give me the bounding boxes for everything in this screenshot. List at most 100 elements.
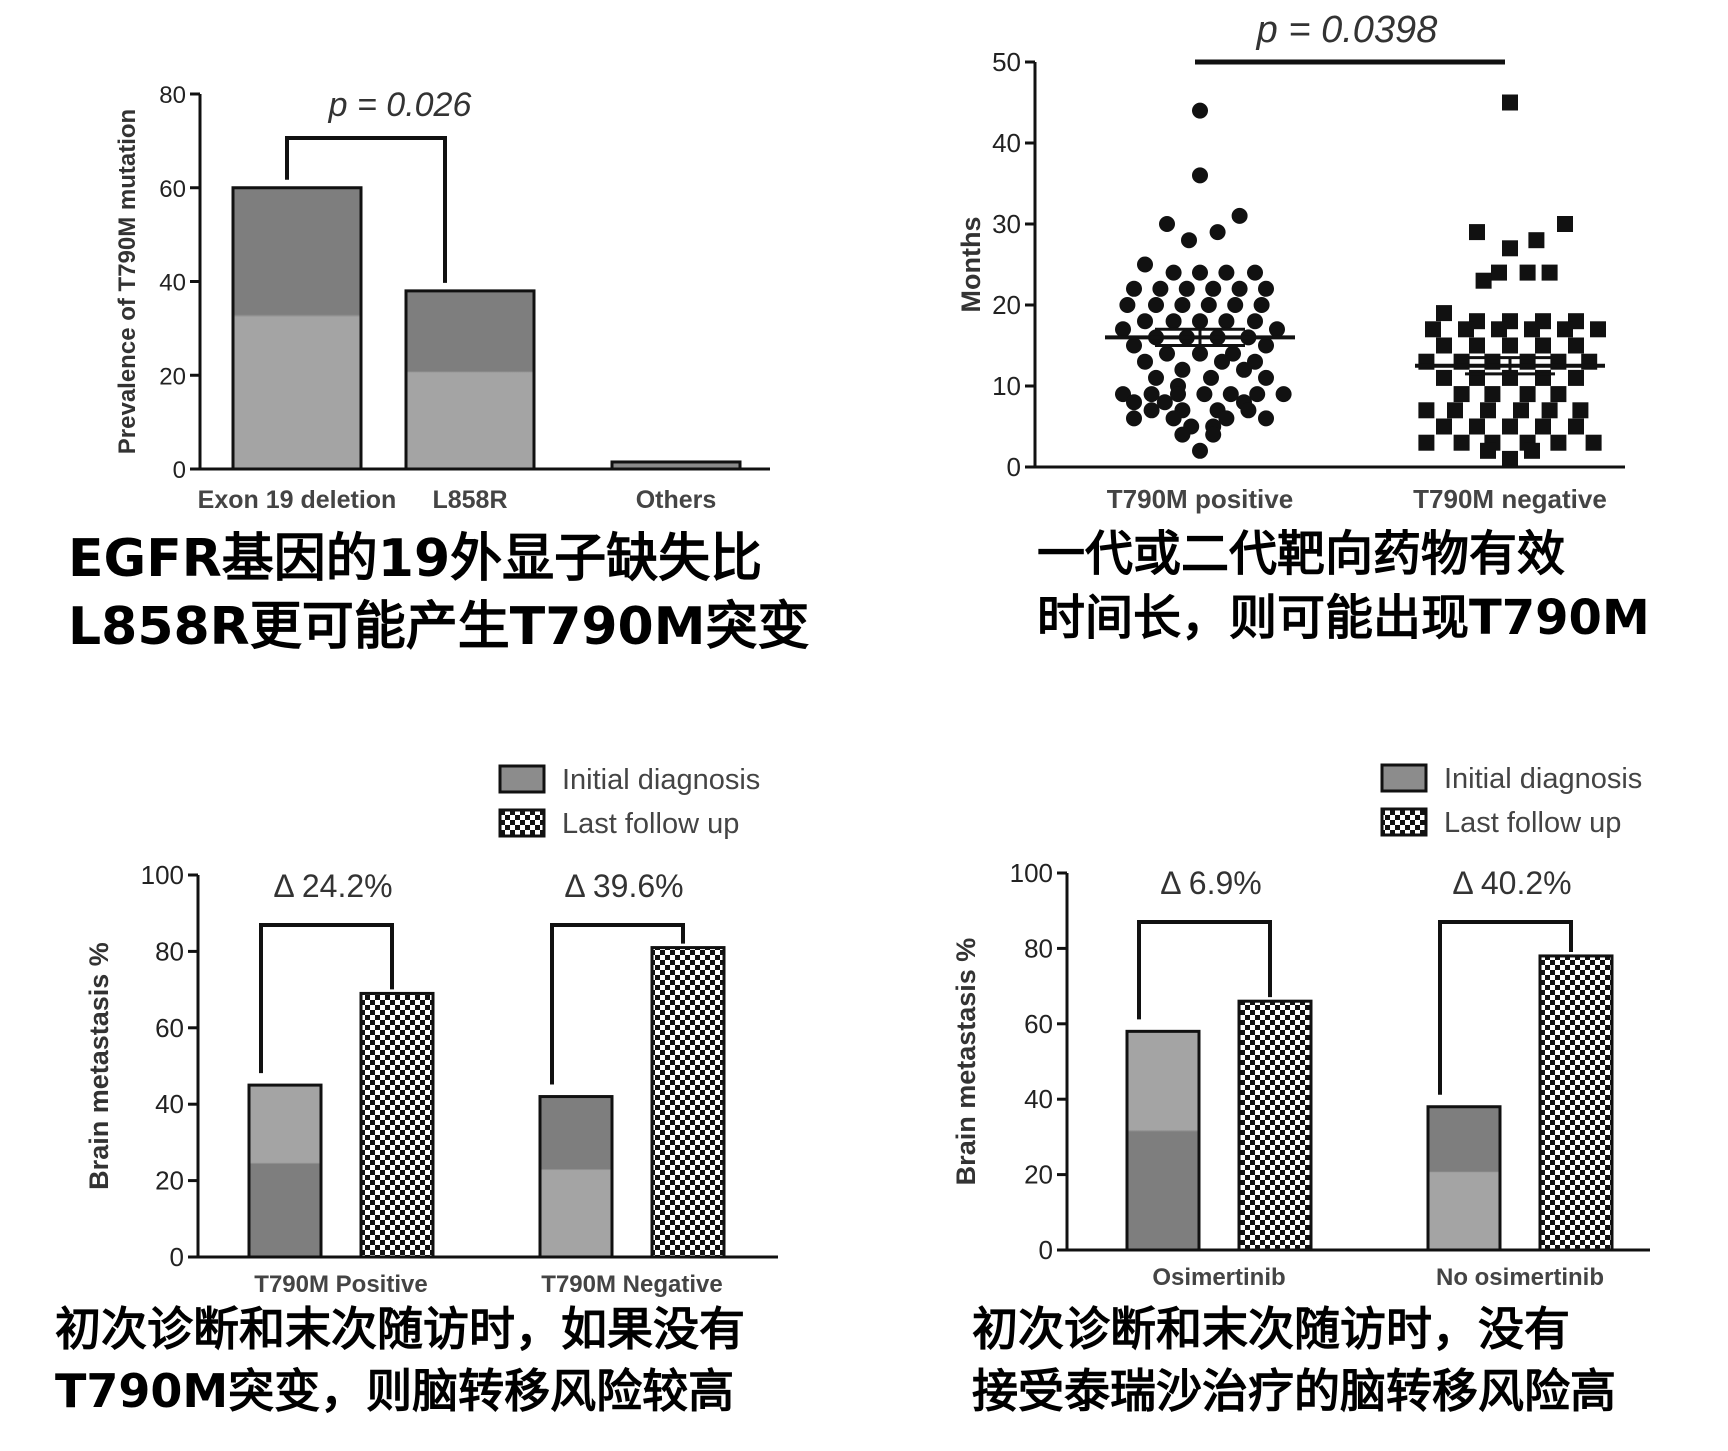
- panel-c-bar-initial-0: [247, 1083, 323, 1259]
- panel-d-y-tick-label: 100: [1010, 858, 1053, 888]
- panel-b-point-positive: [1258, 410, 1274, 427]
- panel-b-point-positive: [1170, 386, 1186, 403]
- panel-a-y-tick-label: 20: [159, 363, 186, 390]
- panel-b-point-negative: [1535, 337, 1551, 354]
- panel-b-point-positive: [1258, 280, 1274, 297]
- panel-b-caption-line-2: 时间长，则可能出现T790M: [1037, 590, 1650, 646]
- panel-d-legend-label-0: Initial diagnosis: [1444, 763, 1642, 795]
- panel-d-y-tick-label: 40: [1024, 1084, 1053, 1114]
- panel-d-legend-label-1: Last follow up: [1444, 807, 1621, 839]
- panel-b-point-positive: [1227, 297, 1244, 313]
- panel-a-bar-1: [404, 289, 536, 471]
- panel-b-point-positive: [1196, 386, 1213, 403]
- panel-c-y-tick-label: 80: [155, 936, 184, 966]
- panel-b-point-negative: [1469, 418, 1485, 435]
- panel-b-point-negative: [1491, 321, 1507, 338]
- panel-b-point-positive: [1137, 353, 1153, 370]
- panel-b-point-positive: [1231, 207, 1248, 224]
- panel-b-y-tick-label: 20: [992, 290, 1021, 320]
- panel-c-y-tick-label: 20: [155, 1166, 184, 1196]
- panel-a-x-tick-label: Others: [636, 486, 717, 514]
- panel-b-point-positive: [1258, 369, 1274, 386]
- panel-c-legend-label-1: Last follow up: [562, 808, 739, 840]
- panel-b-point-positive: [1258, 337, 1274, 354]
- panel-d-bar-followup-1: [1538, 954, 1614, 1252]
- panel-a-x-tick-label: Exon 19 deletion: [198, 486, 397, 514]
- panel-c-x-tick-label: T790M Negative: [541, 1271, 722, 1298]
- panel-b-point-positive: [1249, 386, 1266, 403]
- panel-c-legend-label-0: Initial diagnosis: [562, 764, 760, 796]
- panel-b-point-negative: [1502, 94, 1518, 111]
- panel-b-point-positive: [1222, 386, 1239, 403]
- panel-b-point-negative: [1447, 402, 1463, 419]
- panel-b-point-negative: [1453, 434, 1470, 451]
- panel-b-point-positive: [1178, 280, 1195, 297]
- panel-d-delta-bracket-1: [1438, 920, 1573, 1095]
- panel-d-caption: 初次诊断和末次随访时，没有 接受泰瑞沙治疗的脑转移风险高: [972, 1298, 1616, 1422]
- panel-b-point-negative: [1557, 216, 1573, 232]
- panel-c-bar-followup-0: [359, 991, 435, 1259]
- panel-b-point-negative: [1568, 418, 1584, 435]
- panel-d-bar-initial-0: [1125, 1029, 1201, 1252]
- panel-b-caption: 一代或二代靶向药物有效 时间长，则可能出现T790M: [1037, 522, 1650, 650]
- panel-b-p-value: p = 0.0398: [1256, 9, 1438, 51]
- panel-b-point-negative: [1436, 369, 1452, 386]
- panel-b-point-positive: [1231, 280, 1248, 297]
- panel-d-grouped-bar-chart: 0 20 40 60 80 100 Brain metastasis % Δ 6.9% Osim…: [951, 763, 1650, 1291]
- panel-b-point-positive: [1205, 426, 1222, 443]
- panel-d-y-axis-label: Brain metastasis %: [951, 938, 981, 1186]
- panel-c-legend-swatch-0: [498, 764, 546, 794]
- panel-c-bar-initial-1: [538, 1095, 614, 1259]
- panel-c-delta-bracket-0: [259, 923, 394, 1074]
- panel-b-point-positive: [1165, 313, 1182, 330]
- panel-b-point-negative: [1418, 402, 1435, 419]
- panel-b-point-negative: [1519, 386, 1536, 403]
- panel-a-y-tick-label: 0: [173, 457, 186, 484]
- panel-b-point-negative: [1513, 402, 1529, 419]
- panel-d-x-tick-label: Osimertinib: [1152, 1264, 1285, 1291]
- panel-b-point-positive: [1218, 313, 1235, 330]
- panel-b-point-positive: [1247, 313, 1263, 330]
- panel-a-y-axis-label: Prevalence of T790M mutation: [114, 109, 141, 454]
- panel-d-delta-label-1: Δ 40.2%: [1452, 865, 1571, 901]
- panel-b-x-tick-label: T790M positive: [1107, 484, 1293, 514]
- panel-b-point-positive: [1247, 264, 1263, 281]
- panel-b-point-negative: [1535, 418, 1551, 435]
- panel-c-y-tick-label: 40: [155, 1089, 184, 1119]
- panel-b-point-negative: [1436, 418, 1452, 435]
- panel-b-point-negative: [1491, 264, 1507, 281]
- panel-b-x-tick-label: T790M negative: [1413, 484, 1607, 514]
- panel-d-delta-label-0: Δ 6.9%: [1160, 865, 1261, 901]
- panel-b-point-positive: [1192, 167, 1208, 184]
- panel-b-point-negative: [1502, 240, 1518, 257]
- panel-d-caption-line-1: 初次诊断和末次随访时，没有: [972, 1302, 1570, 1356]
- panel-d-legend-swatch-1: [1380, 807, 1428, 837]
- panel-b-point-positive: [1253, 297, 1270, 313]
- panel-a-p-value: p = 0.026: [328, 86, 472, 124]
- panel-d-bar-followup-0: [1237, 999, 1313, 1252]
- panel-b-point-negative: [1469, 369, 1485, 386]
- panel-b-point-positive: [1115, 386, 1131, 403]
- panel-b-point-positive: [1192, 264, 1208, 281]
- panel-c-legend-swatch-1: [498, 808, 546, 838]
- panel-b-point-negative: [1541, 264, 1558, 281]
- panel-b-point-negative: [1480, 442, 1496, 459]
- panel-a-caption-line-1: EGFR基因的19外显子缺失比: [68, 529, 763, 589]
- panel-b-point-positive: [1159, 345, 1175, 362]
- panel-b-point-negative: [1502, 337, 1518, 354]
- panel-b-point-negative: [1484, 386, 1501, 403]
- panel-b-point-positive: [1225, 345, 1241, 362]
- panel-b-point-positive: [1126, 394, 1142, 411]
- panel-b-point-negative: [1436, 337, 1452, 354]
- panel-b-point-positive: [1165, 264, 1182, 281]
- panel-b-point-positive: [1143, 386, 1160, 403]
- panel-c-x-tick-label: T790M Positive: [254, 1271, 427, 1298]
- panel-b-point-negative: [1453, 386, 1470, 403]
- panel-b-point-positive: [1126, 280, 1142, 297]
- panel-c-y-tick-label: 60: [155, 1013, 184, 1043]
- panel-a-y-tick-label: 60: [159, 176, 186, 203]
- panel-c-y-tick-label: 0: [170, 1242, 184, 1272]
- panel-b-point-positive: [1218, 410, 1235, 427]
- panel-c-y-tick-label: 100: [141, 860, 184, 890]
- panel-b-point-positive: [1126, 337, 1142, 354]
